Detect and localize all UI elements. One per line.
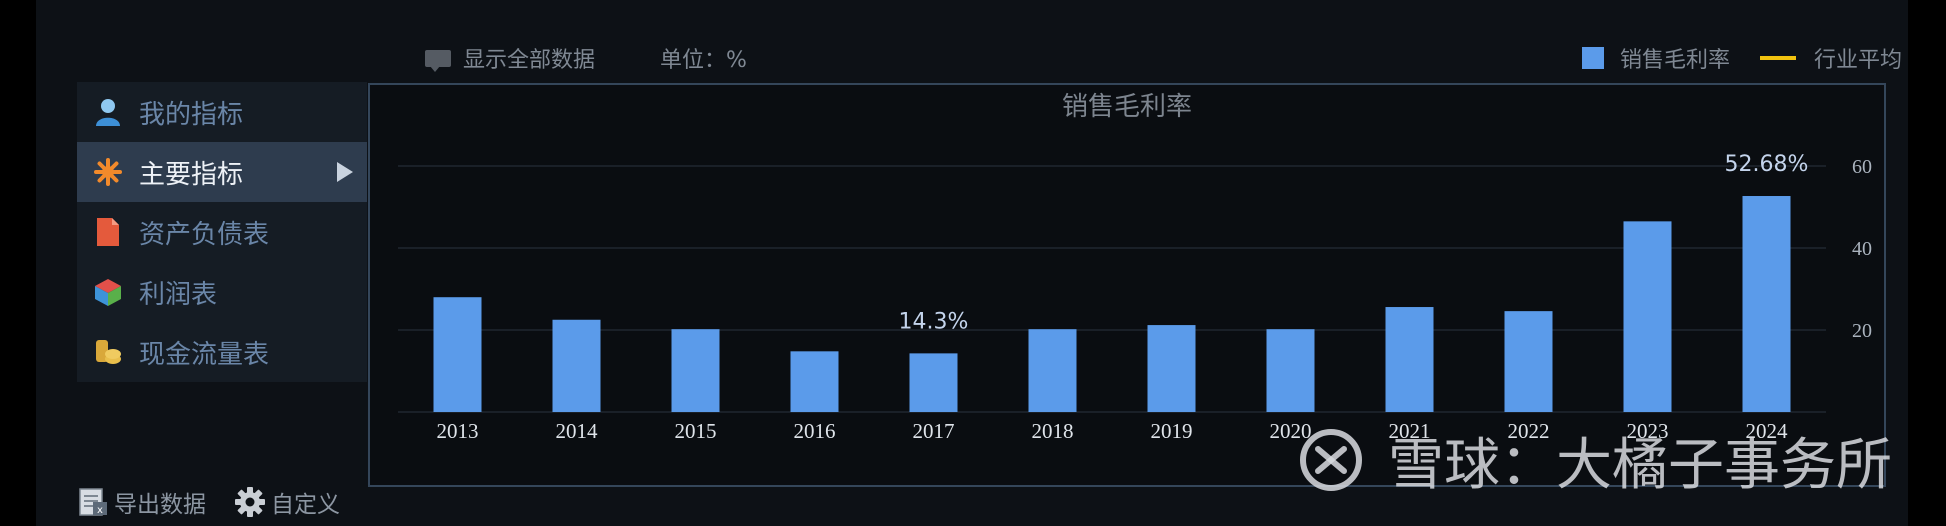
unit-label: 单位：% [660, 48, 747, 73]
bar [1385, 307, 1434, 412]
sidebar-item-balance-sheet[interactable]: 资产负债表 [77, 202, 367, 262]
bar [790, 351, 839, 412]
sidebar-item-income-statement[interactable]: 利润表 [77, 262, 367, 322]
star-icon [93, 157, 123, 187]
export-icon: x [79, 488, 107, 516]
y-tick-label: 40 [1852, 238, 1872, 260]
bar [671, 329, 720, 412]
legend-item-industry-avg[interactable]: 行业平均 [1760, 42, 1902, 74]
show-all-label: 显示全部数据 [463, 48, 596, 73]
data-label: 52.68% [1725, 152, 1809, 177]
customize-button[interactable]: 自定义 [233, 482, 340, 522]
sidebar-item-label: 利润表 [139, 279, 218, 310]
comment-icon [425, 49, 451, 72]
bar [1742, 196, 1791, 412]
x-tick-label: 2019 [1151, 419, 1193, 443]
chart-container: 销售毛利率 20 40 60 2013 2014 2015 2016 2017 2018 2019 2… [368, 83, 1886, 487]
sidebar-item-cash-flow[interactable]: 现金流量表 [77, 322, 367, 382]
legend-swatch-line [1760, 56, 1796, 60]
data-label: 14.3% [899, 309, 969, 334]
play-arrow-icon [337, 162, 353, 182]
export-data-button[interactable]: x 导出数据 [78, 482, 206, 522]
svg-text:x: x [97, 505, 103, 516]
sidebar-item-main-indicators[interactable]: 主要指标 [77, 142, 367, 202]
bar [433, 297, 482, 412]
cube-icon [93, 277, 123, 307]
x-tick-label: 2023 [1627, 419, 1669, 443]
x-tick-label: 2014 [556, 419, 599, 443]
sidebar-item-my-indicators[interactable]: 我的指标 [77, 82, 367, 142]
legend-swatch-bar [1582, 47, 1604, 69]
sidebar-item-label: 资产负债表 [139, 219, 270, 250]
bar [1266, 329, 1315, 412]
user-icon [93, 97, 123, 127]
x-tick-label: 2018 [1032, 419, 1074, 443]
legend-label-gross-margin: 销售毛利率 [1620, 48, 1731, 73]
show-all-data-toggle[interactable]: 显示全部数据 [425, 42, 595, 74]
coins-icon [93, 337, 123, 367]
export-label: 导出数据 [114, 492, 206, 518]
chart-title: 销售毛利率 [1062, 92, 1192, 122]
snowball-logo-icon [1300, 429, 1362, 491]
watermark: 雪球：大橘子事务所 [1298, 424, 1892, 498]
sidebar-item-label: 主要指标 [139, 159, 244, 190]
y-tick-label: 60 [1852, 156, 1872, 178]
x-tick-label: 2013 [437, 419, 479, 443]
watermark-text: 雪球：大橘子事务所 [1388, 432, 1892, 498]
bar [1028, 329, 1077, 412]
x-tick-label: 2021 [1389, 419, 1431, 443]
sidebar-item-label: 我的指标 [139, 99, 244, 130]
y-tick-label: 20 [1852, 320, 1872, 342]
x-tick-label: 2020 [1270, 419, 1312, 443]
gear-icon [235, 487, 265, 517]
customize-label: 自定义 [271, 492, 340, 518]
x-tick-label: 2016 [794, 419, 836, 443]
document-icon [93, 217, 123, 247]
bar [552, 319, 601, 412]
x-tick-label: 2022 [1508, 419, 1550, 443]
bar [909, 353, 958, 412]
x-tick-label: 2017 [913, 419, 955, 443]
bar [1504, 311, 1553, 412]
x-tick-label: 2015 [675, 419, 717, 443]
gross-margin-bar-chart: 销售毛利率 20 40 60 2013 2014 2015 2016 2017 2018 2019 2… [398, 92, 1872, 443]
sidebar-item-label: 现金流量表 [139, 339, 270, 370]
legend-label-industry-avg: 行业平均 [1814, 48, 1903, 73]
bar [1623, 221, 1672, 412]
legend-item-gross-margin[interactable]: 销售毛利率 [1582, 42, 1730, 74]
bar [1147, 325, 1196, 412]
x-tick-label: 2024 [1746, 419, 1789, 443]
sidebar-menu: 我的指标 主要指标 资产负债表 利润表 [77, 82, 367, 382]
